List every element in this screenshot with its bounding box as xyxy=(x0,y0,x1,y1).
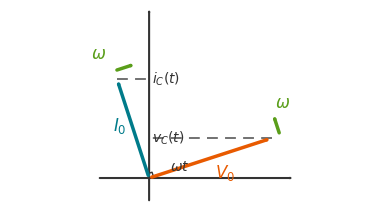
Text: $\omega$: $\omega$ xyxy=(275,94,290,112)
Text: $v_C(t)$: $v_C(t)$ xyxy=(152,129,185,147)
Text: $\omega$: $\omega$ xyxy=(91,45,106,63)
Text: $\omega t$: $\omega t$ xyxy=(170,160,190,174)
Text: $I_0$: $I_0$ xyxy=(113,116,126,136)
Text: $i_C(t)$: $i_C(t)$ xyxy=(152,70,180,88)
Text: $V_0$: $V_0$ xyxy=(215,163,235,183)
